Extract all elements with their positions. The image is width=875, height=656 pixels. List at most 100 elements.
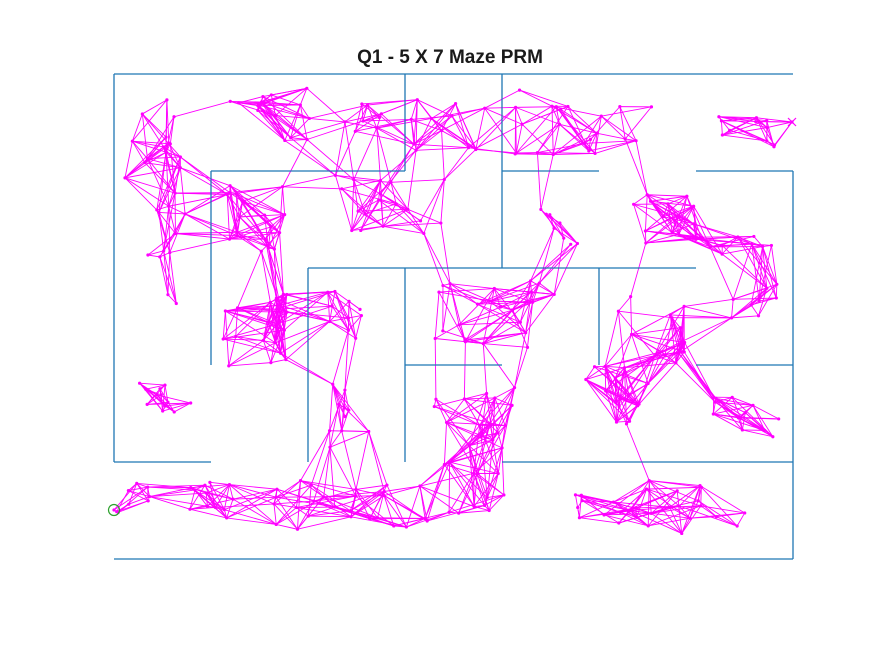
roadmap-edge bbox=[223, 323, 278, 340]
roadmap-edge bbox=[449, 283, 478, 305]
roadmap-node bbox=[328, 319, 332, 324]
roadmap-edge bbox=[515, 107, 523, 125]
roadmap-edge bbox=[124, 177, 158, 211]
roadmap-edge bbox=[271, 94, 301, 106]
roadmap-edge bbox=[367, 104, 415, 145]
roadmap-edge bbox=[279, 186, 283, 233]
roadmap-edge bbox=[718, 116, 756, 123]
roadmap-edge bbox=[341, 430, 357, 490]
roadmap-edge bbox=[742, 429, 773, 438]
roadmap-edge bbox=[483, 332, 526, 345]
roadmap-edge bbox=[206, 484, 230, 494]
roadmap-edge bbox=[309, 104, 368, 119]
roadmap-node bbox=[752, 234, 756, 239]
roadmap-edge bbox=[613, 501, 670, 508]
roadmap-edge bbox=[480, 405, 513, 437]
roadmap-node bbox=[463, 340, 467, 344]
roadmap-edge bbox=[350, 495, 385, 518]
roadmap-edge bbox=[329, 431, 369, 448]
roadmap-node bbox=[223, 309, 227, 313]
roadmap-node bbox=[144, 387, 148, 391]
roadmap-node bbox=[135, 481, 139, 485]
roadmap-node bbox=[155, 393, 159, 397]
roadmap-node bbox=[749, 303, 753, 307]
roadmap-edge bbox=[284, 139, 308, 141]
roadmap-node bbox=[306, 514, 310, 518]
roadmap-edge bbox=[624, 367, 630, 396]
roadmap-edge bbox=[299, 104, 308, 140]
roadmap-edge bbox=[280, 321, 330, 354]
roadmap-edge bbox=[230, 100, 262, 103]
roadmap-edge bbox=[450, 283, 495, 289]
roadmap-edge bbox=[650, 200, 673, 233]
roadmap-edge bbox=[175, 233, 230, 240]
roadmap-node bbox=[717, 115, 721, 119]
roadmap-edge bbox=[630, 296, 633, 335]
roadmap-node bbox=[347, 299, 351, 303]
roadmap-edge bbox=[189, 489, 196, 510]
roadmap-node bbox=[159, 393, 163, 397]
roadmap-edge bbox=[676, 215, 723, 255]
roadmap-edge bbox=[131, 140, 146, 163]
roadmap-edge bbox=[650, 195, 687, 202]
roadmap-node bbox=[462, 397, 466, 401]
roadmap-node bbox=[165, 98, 169, 102]
roadmap-node bbox=[235, 230, 239, 234]
roadmap-edge bbox=[604, 366, 607, 391]
roadmap-edge bbox=[588, 133, 598, 152]
roadmap-edge bbox=[729, 117, 757, 131]
roadmap-edge bbox=[604, 365, 649, 384]
roadmap-edge bbox=[515, 106, 557, 154]
roadmap-edge bbox=[159, 256, 177, 304]
roadmap-edge bbox=[490, 300, 533, 303]
roadmap-edge bbox=[149, 484, 206, 498]
roadmap-edge bbox=[335, 174, 381, 181]
roadmap-node bbox=[457, 323, 461, 327]
roadmap-edge bbox=[168, 206, 176, 234]
roadmap-node bbox=[529, 290, 533, 294]
roadmap-node bbox=[743, 411, 747, 415]
roadmap-node bbox=[441, 329, 445, 333]
roadmap-node bbox=[777, 417, 781, 421]
roadmap-node bbox=[580, 499, 584, 503]
roadmap-node bbox=[346, 316, 351, 320]
roadmap-node bbox=[205, 504, 210, 508]
roadmap-node bbox=[442, 462, 447, 467]
roadmap-edge bbox=[144, 116, 175, 163]
roadmap-node bbox=[273, 341, 278, 345]
roadmap-edge bbox=[600, 115, 626, 140]
roadmap-edge bbox=[167, 294, 177, 304]
roadmap-node bbox=[204, 491, 208, 495]
roadmap-node bbox=[648, 199, 653, 203]
roadmap-edge bbox=[147, 486, 191, 489]
roadmap-edge bbox=[209, 482, 216, 508]
roadmap-edge bbox=[626, 423, 650, 481]
roadmap-node bbox=[234, 192, 239, 196]
roadmap-edge bbox=[675, 351, 685, 364]
roadmap-edge bbox=[676, 215, 697, 240]
roadmap-edge bbox=[752, 404, 779, 420]
roadmap-node bbox=[234, 334, 238, 339]
roadmap-node bbox=[520, 122, 524, 126]
roadmap-edge bbox=[751, 243, 760, 302]
roadmap-node bbox=[769, 243, 774, 248]
roadmap-edge bbox=[664, 317, 673, 355]
roadmap-node bbox=[756, 314, 761, 318]
roadmap-edge bbox=[229, 185, 285, 215]
roadmap-node bbox=[623, 137, 627, 141]
roadmap-edge bbox=[382, 208, 409, 227]
roadmap-edge bbox=[124, 177, 176, 194]
roadmap-edge bbox=[239, 214, 285, 218]
roadmap-edge bbox=[720, 120, 723, 136]
roadmap-edge bbox=[261, 94, 272, 103]
roadmap-edge bbox=[465, 309, 513, 343]
roadmap-edge bbox=[515, 124, 523, 154]
roadmap-edge bbox=[465, 332, 526, 343]
roadmap-edge bbox=[141, 113, 165, 148]
roadmap-node bbox=[602, 513, 606, 517]
roadmap-edge bbox=[355, 489, 371, 519]
roadmap-edge bbox=[678, 352, 717, 399]
roadmap-edge bbox=[750, 304, 759, 317]
roadmap-edge bbox=[280, 312, 288, 354]
roadmap-node bbox=[418, 484, 422, 488]
